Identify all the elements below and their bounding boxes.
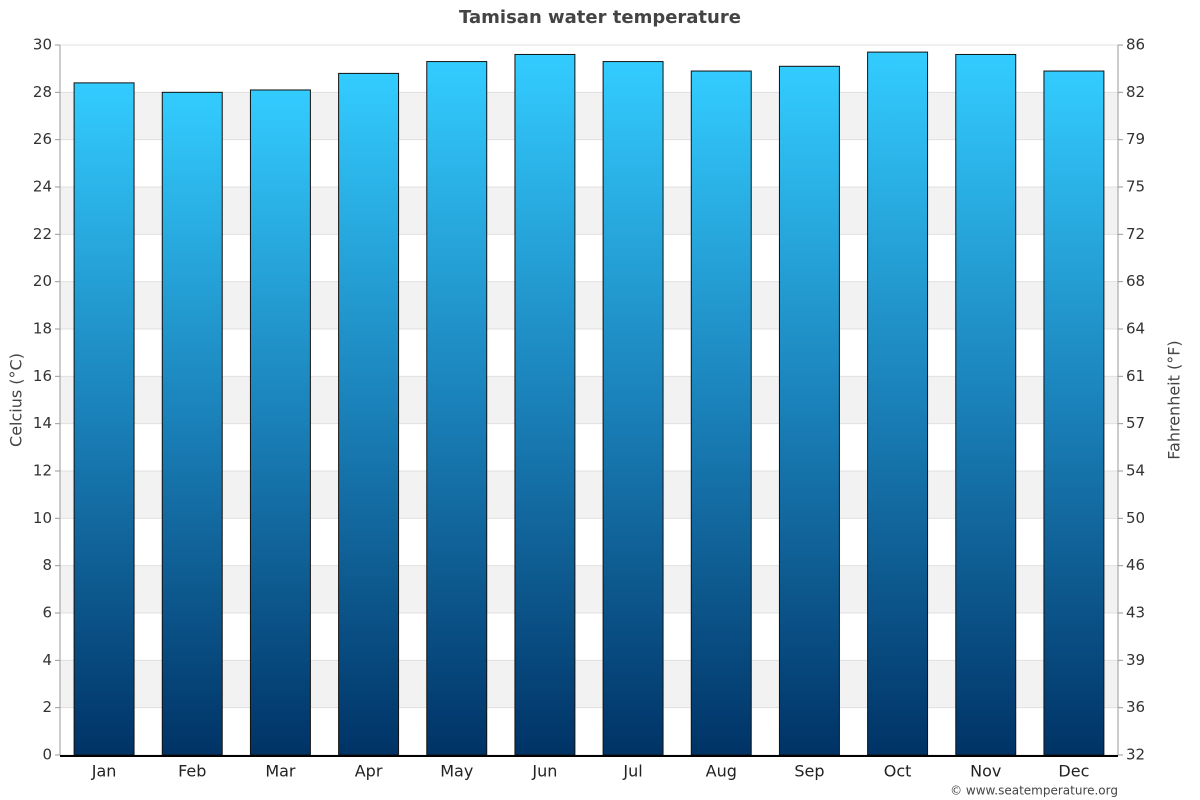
y2-tick-label: 72	[1126, 225, 1145, 243]
x-tick-label: Feb	[178, 762, 206, 781]
grid-band	[60, 92, 1118, 140]
y2-tick-label: 86	[1126, 36, 1145, 54]
y-tick-label: 24	[33, 178, 52, 196]
bar	[338, 72, 400, 756]
x-tick-label: Aug	[706, 762, 737, 781]
y-tick-label: 14	[33, 414, 52, 432]
bar	[161, 91, 223, 756]
bar	[778, 65, 840, 756]
bar	[249, 89, 311, 756]
y2-tick-label: 50	[1126, 509, 1145, 527]
y2-tick-label: 36	[1126, 698, 1145, 716]
y2-tick-label: 57	[1126, 414, 1145, 432]
y-tick-label: 16	[33, 367, 52, 385]
y-tick-label: 20	[33, 272, 52, 290]
credit: © www.seatemperature.org	[950, 784, 1118, 798]
grid-band	[60, 565, 1118, 613]
y2-tick-label: 39	[1126, 651, 1145, 669]
grid-band	[60, 376, 1118, 424]
x-tick-label: Sep	[794, 762, 824, 781]
y2-tick-label: 79	[1126, 130, 1145, 148]
y2-tick-label: 68	[1126, 272, 1145, 290]
bar	[955, 53, 1017, 756]
grid-band	[60, 187, 1118, 235]
bar	[867, 51, 929, 756]
y2-tick-label: 82	[1126, 83, 1145, 101]
y-tick-label: 10	[33, 509, 52, 527]
chart-title: Tamisan water temperature	[459, 7, 741, 28]
y-tick-label: 12	[33, 462, 52, 480]
y2-tick-label: 32	[1126, 746, 1145, 764]
x-tick-label: Oct	[884, 762, 912, 781]
y2-tick-label: 54	[1126, 462, 1145, 480]
y-tick-label: 4	[42, 651, 52, 669]
bar	[426, 61, 488, 756]
grid-band	[60, 471, 1118, 519]
y2-tick-label: 75	[1126, 178, 1145, 196]
grid-bands	[60, 92, 1118, 708]
grid-band	[60, 281, 1118, 329]
bar	[690, 70, 752, 756]
y-tick-label: 30	[33, 36, 52, 54]
y2-tick-label: 64	[1126, 320, 1145, 338]
x-tick-label: Jul	[622, 762, 642, 781]
y-tick-label: 2	[42, 698, 52, 716]
y-tick-label: 22	[33, 225, 52, 243]
bar	[602, 61, 664, 756]
y-axis-label: Celcius (°C)	[7, 353, 26, 447]
x-tick-label: Mar	[265, 762, 296, 781]
x-tick-label: Dec	[1058, 762, 1089, 781]
grid-band	[60, 660, 1118, 708]
y2-tick-label: 43	[1126, 604, 1145, 622]
y-tick-label: 0	[42, 746, 52, 764]
y-tick-label: 26	[33, 130, 52, 148]
y-tick-label: 6	[42, 604, 52, 622]
bar	[73, 82, 135, 756]
x-tick-label: May	[440, 762, 473, 781]
x-tick-label: Apr	[355, 762, 383, 781]
y2-axis-label: Fahrenheit (°F)	[1165, 340, 1184, 459]
x-tick-label: Jan	[91, 762, 117, 781]
y-tick-label: 18	[33, 320, 52, 338]
y-tick-label: 28	[33, 83, 52, 101]
bar	[1043, 70, 1105, 756]
x-tick-label: Jun	[531, 762, 557, 781]
y-tick-label: 8	[42, 556, 52, 574]
y2-tick-label: 61	[1126, 367, 1145, 385]
bar	[514, 53, 576, 756]
x-tick-label: Nov	[970, 762, 1001, 781]
y2-tick-label: 46	[1126, 556, 1145, 574]
